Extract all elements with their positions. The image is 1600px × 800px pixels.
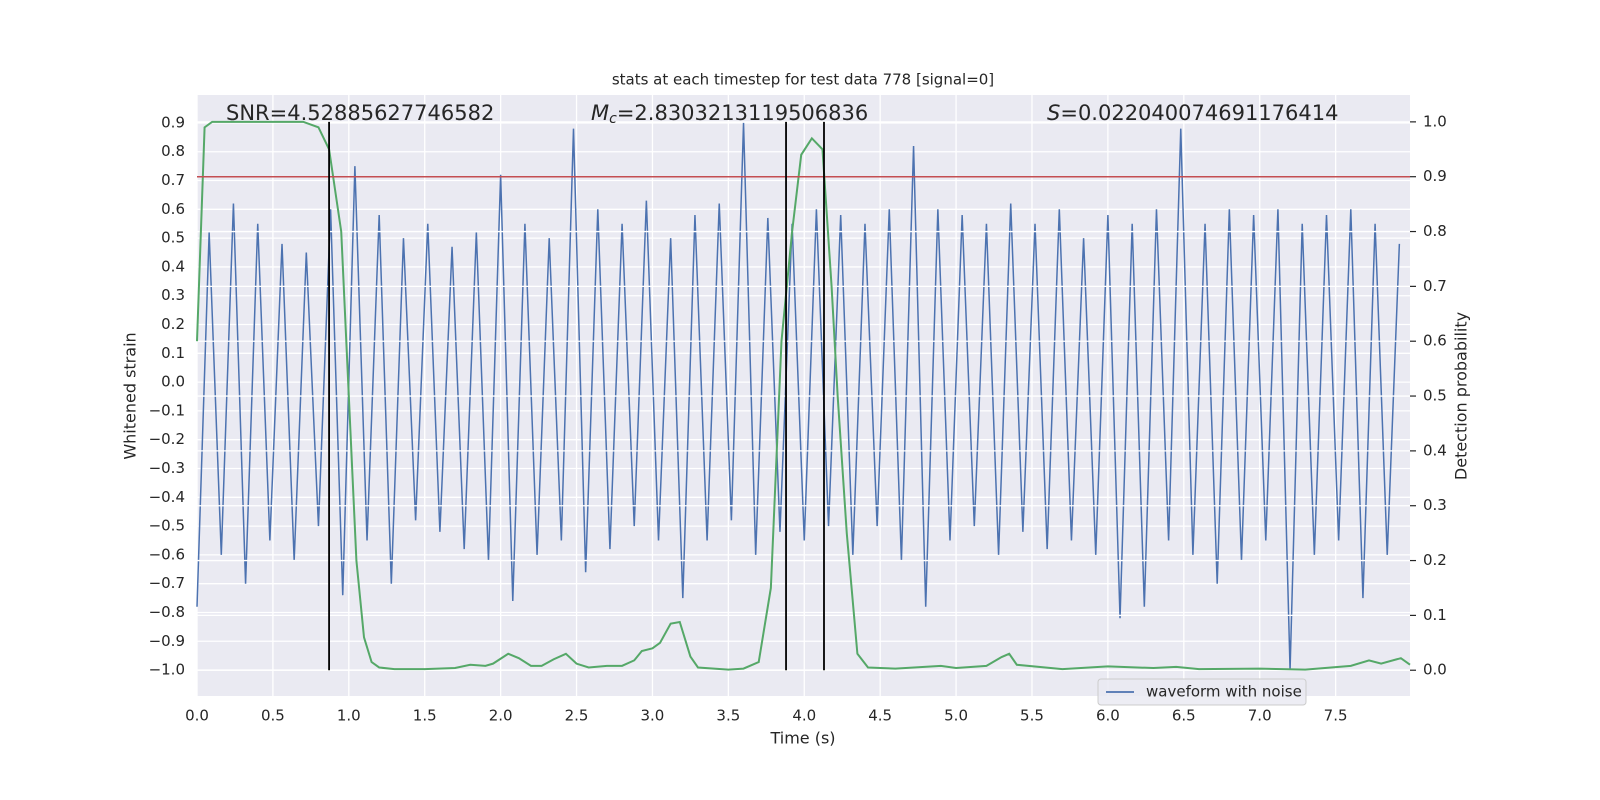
y-tick-label: 0.7	[161, 171, 185, 189]
annotation: SNR=4.52885627746582	[226, 101, 494, 125]
y2-tick-label: 1.0	[1423, 112, 1447, 130]
y-tick-label: −0.5	[149, 517, 185, 535]
y2-tick-label: 0.6	[1423, 332, 1447, 350]
x-tick-label: 5.5	[1020, 707, 1044, 725]
y2-tick-label: 0.1	[1423, 606, 1447, 624]
y-tick-label: −0.6	[149, 545, 185, 563]
legend-label: waveform with noise	[1146, 683, 1302, 701]
x-tick-label: 1.5	[413, 707, 437, 725]
x-axis-label: Time (s)	[769, 729, 835, 748]
y-tick-label: 0.1	[161, 344, 185, 362]
y-tick-label: 0.5	[161, 229, 185, 247]
y2-tick-label: 0.4	[1423, 441, 1447, 459]
x-tick-label: 5.0	[944, 707, 968, 725]
annotation-text: =2.8303213119506836	[617, 101, 868, 125]
y-tick-label: −0.1	[149, 401, 185, 419]
y-tick-label: −0.8	[149, 603, 185, 621]
x-tick-label: 6.0	[1096, 707, 1120, 725]
x-tick-label: 7.0	[1248, 707, 1272, 725]
annotation-symbol: S	[1047, 101, 1060, 125]
x-tick-label: 6.5	[1172, 707, 1196, 725]
y-tick-label: −0.3	[149, 459, 185, 477]
x-tick-label: 2.0	[489, 707, 513, 725]
y-tick-label: 0.3	[161, 286, 185, 304]
y2-tick-label: 0.5	[1423, 387, 1447, 405]
y2-tick-label: 0.7	[1423, 277, 1447, 295]
x-tick-label: 3.0	[641, 707, 665, 725]
x-tick-label: 1.0	[337, 707, 361, 725]
y-tick-label: 0.9	[161, 113, 185, 131]
x-tick-label: 0.0	[185, 707, 209, 725]
y-tick-label: 0.2	[161, 315, 185, 333]
x-tick-label: 4.0	[792, 707, 816, 725]
y-tick-label: 0.6	[161, 200, 185, 218]
probability-line	[196, 120, 1411, 671]
y-tick-label: −0.7	[149, 574, 185, 592]
y-axis-label: Whitened strain	[121, 332, 140, 459]
y2-tick-label: 0.9	[1423, 167, 1447, 185]
x-tick-label: 3.5	[716, 707, 740, 725]
annotation: Mc=2.8303213119506836	[591, 101, 868, 127]
annotation-text: SNR=4.52885627746582	[226, 101, 494, 125]
waveform-line	[196, 122, 1401, 671]
y2-tick-label: 0.3	[1423, 496, 1447, 514]
y-tick-label: −0.2	[149, 430, 185, 448]
x-tick-label: 4.5	[868, 707, 892, 725]
chart-title: stats at each timestep for test data 778…	[612, 71, 994, 89]
y2-axis-label: Detection probability	[1452, 312, 1471, 480]
y2-tick-label: 0.0	[1423, 661, 1447, 679]
x-tick-label: 7.5	[1324, 707, 1348, 725]
annotation-text: =0.022040074691176414	[1060, 101, 1338, 125]
y-tick-label: −0.9	[149, 632, 185, 650]
y-tick-label: 0.4	[161, 257, 185, 275]
annotation-symbol: M	[591, 101, 609, 125]
y-tick-label: −0.4	[149, 488, 185, 506]
y2-tick-label: 0.8	[1423, 222, 1447, 240]
y-tick-label: −1.0	[149, 661, 185, 679]
legend: waveform with noise	[1097, 678, 1307, 706]
annotation: S=0.022040074691176414	[1047, 101, 1338, 125]
y-tick-label: 0.8	[161, 142, 185, 160]
y2-tick-label: 0.2	[1423, 551, 1447, 569]
x-tick-label: 0.5	[261, 707, 285, 725]
x-tick-label: 2.5	[565, 707, 589, 725]
annotation-subscript: c	[609, 111, 617, 127]
legend-box	[1097, 678, 1307, 706]
y-tick-label: 0.0	[161, 373, 185, 391]
